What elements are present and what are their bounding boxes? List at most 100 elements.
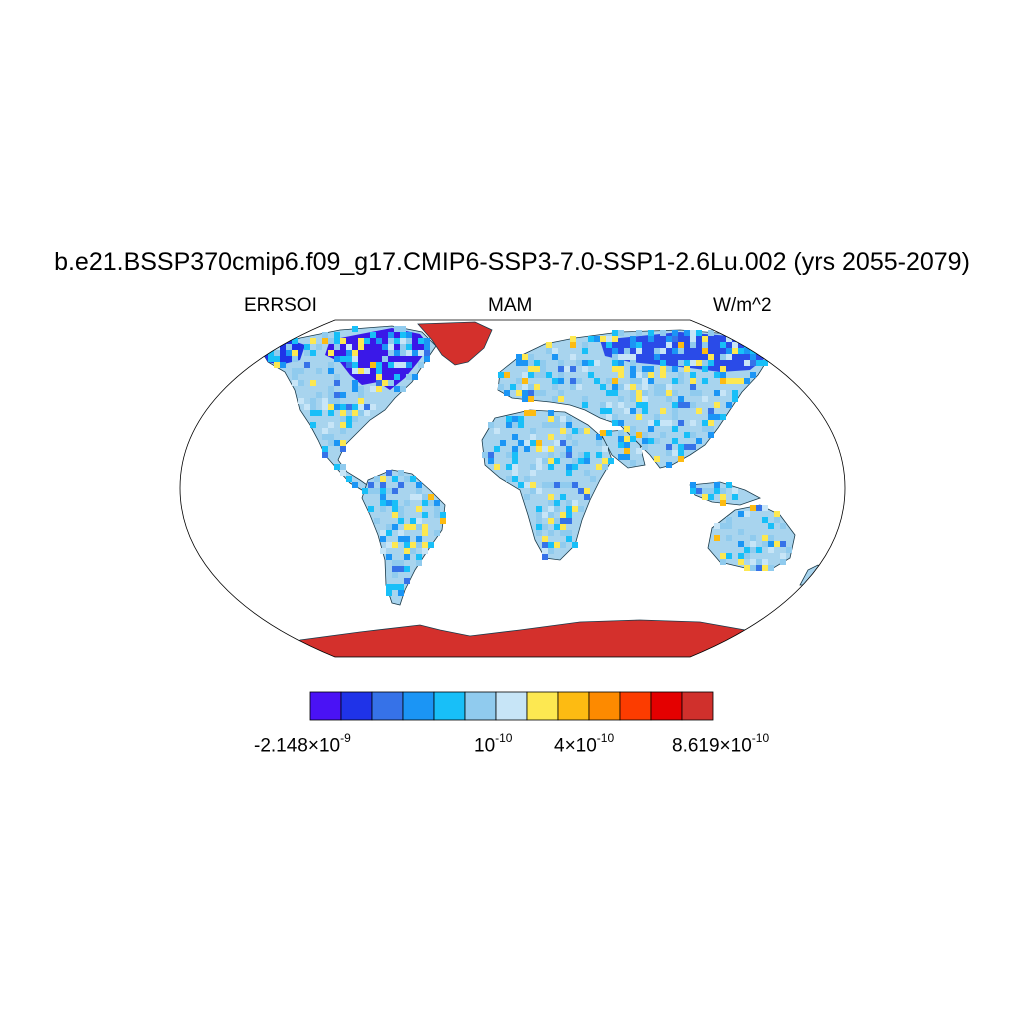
grid-cell	[380, 494, 386, 500]
grid-cell	[618, 360, 624, 366]
grid-cell	[528, 384, 534, 390]
grid-cell	[750, 372, 756, 378]
grid-cell	[522, 354, 528, 360]
grid-cell	[418, 362, 424, 368]
grid-cell	[346, 404, 352, 410]
grid-cell	[606, 402, 612, 408]
grid-cell	[726, 354, 732, 360]
grid-cell	[696, 408, 702, 414]
grid-cell	[322, 434, 328, 440]
grid-cell	[612, 390, 618, 396]
grid-cell	[744, 511, 750, 517]
variable-label: ERRSOI	[244, 295, 317, 316]
grid-cell	[744, 547, 750, 553]
grid-cell	[406, 362, 412, 368]
grid-cell	[566, 530, 572, 536]
colorbar-swatch	[309, 691, 342, 721]
grid-cell	[590, 476, 596, 482]
grid-cell	[578, 428, 584, 434]
grid-cell	[708, 494, 714, 500]
grid-cell	[416, 518, 422, 524]
grid-cell	[370, 386, 376, 392]
grid-cell	[542, 482, 548, 488]
grid-cell	[636, 390, 642, 396]
grid-cell	[358, 386, 364, 392]
grid-cell	[750, 535, 756, 541]
grid-cell	[404, 476, 410, 482]
grid-cell	[548, 458, 554, 464]
grid-cell	[666, 390, 672, 396]
grid-cell	[738, 378, 744, 384]
grid-cell	[322, 398, 328, 404]
grid-cell	[524, 482, 530, 488]
grid-cell	[400, 338, 406, 344]
grid-cell	[708, 408, 714, 414]
grid-cell	[404, 554, 410, 560]
grid-cell	[666, 450, 672, 456]
grid-cell	[762, 565, 768, 571]
grid-cell	[584, 428, 590, 434]
grid-cell	[606, 378, 612, 384]
colorbar-swatch	[681, 691, 714, 721]
grid-cell	[528, 354, 534, 360]
grid-cell	[410, 524, 416, 530]
grid-cell	[352, 362, 358, 368]
grid-cell	[596, 452, 602, 458]
grid-cell	[488, 458, 494, 464]
grid-cell	[660, 366, 666, 372]
grid-cell	[382, 380, 388, 386]
grid-cell	[394, 386, 400, 392]
grid-cell	[386, 500, 392, 506]
grid-cell	[522, 378, 528, 384]
grid-cell	[392, 542, 398, 548]
grid-cell	[720, 366, 726, 372]
grid-cell	[572, 542, 578, 548]
grid-cell	[380, 536, 386, 542]
grid-cell	[618, 436, 624, 442]
grid-cell	[756, 360, 762, 366]
grid-cell	[696, 488, 702, 494]
grid-cell	[380, 482, 386, 488]
grid-cell	[602, 464, 608, 470]
grid-cell	[304, 350, 310, 356]
grid-cell	[696, 360, 702, 366]
grid-cell	[506, 452, 512, 458]
grid-cell	[512, 422, 518, 428]
grid-cell	[412, 374, 418, 380]
grid-cell	[274, 356, 280, 362]
grid-cell	[394, 350, 400, 356]
grid-cell	[530, 434, 536, 440]
grid-cell	[780, 541, 786, 547]
grid-cell	[648, 438, 654, 444]
grid-cell	[594, 360, 600, 366]
grid-cell	[612, 420, 618, 426]
grid-cell	[732, 494, 738, 500]
grid-cell	[560, 530, 566, 536]
grid-cell	[358, 338, 364, 344]
grid-cell	[542, 536, 548, 542]
grid-cell	[566, 434, 572, 440]
grid-cell	[534, 366, 540, 372]
grid-cell	[386, 524, 392, 530]
grid-cell	[762, 517, 768, 523]
grid-cell	[690, 372, 696, 378]
grid-cell	[762, 541, 768, 547]
grid-cell	[530, 464, 536, 470]
grid-cell	[516, 360, 522, 366]
grid-cell	[572, 440, 578, 446]
grid-cell	[774, 541, 780, 547]
grid-cell	[672, 378, 678, 384]
grid-cell	[524, 440, 530, 446]
grid-cell	[340, 446, 346, 452]
grid-cell	[726, 535, 732, 541]
grid-cell	[410, 542, 416, 548]
grid-cell	[732, 390, 738, 396]
grid-cell	[406, 332, 412, 338]
grid-cell	[726, 402, 732, 408]
grid-cell	[424, 338, 430, 344]
grid-cell	[528, 396, 534, 402]
grid-cell	[388, 362, 394, 368]
grid-cell	[636, 402, 642, 408]
grid-cell	[406, 350, 412, 356]
grid-cell	[578, 452, 584, 458]
